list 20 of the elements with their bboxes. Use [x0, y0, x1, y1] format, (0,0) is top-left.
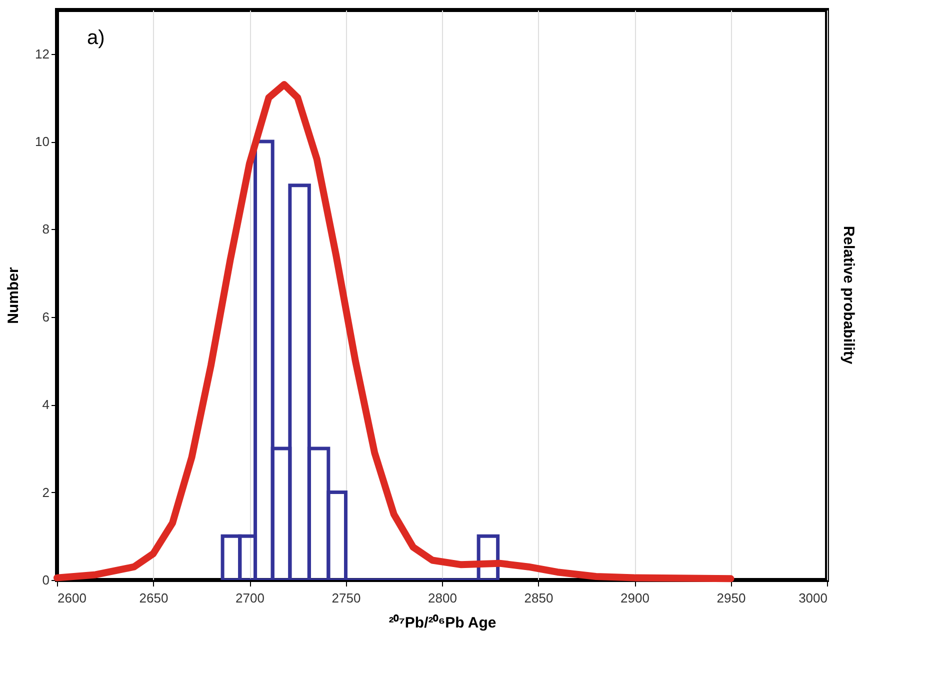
x-tick-label: 2800: [428, 590, 457, 606]
x-tick-label: 3000: [798, 590, 828, 606]
y-tick-label: 8: [42, 222, 50, 237]
y-tick-label: 10: [35, 134, 50, 150]
y-tick-label: 2: [42, 484, 50, 500]
x-axis-title: ²⁰⁷Pb/²⁰⁶Pb Age: [388, 614, 496, 632]
x-tick-label: 2950: [716, 590, 746, 606]
x-tick-label: 2650: [139, 590, 168, 606]
x-tick-label: 2750: [332, 590, 361, 606]
x-tick-label: 2850: [524, 590, 554, 606]
y-tick-label: 4: [42, 397, 50, 412]
y2-axis-title: Relative probability: [840, 226, 857, 365]
y-tick-label: 6: [42, 309, 50, 324]
x-tick-label: 2600: [58, 590, 86, 606]
y-axis-title: Number: [5, 267, 22, 324]
x-tick-label: 2700: [236, 590, 264, 606]
x-tick-label: 2900: [620, 590, 650, 606]
y-tick-label: 12: [35, 46, 50, 62]
annotation: a): [87, 27, 105, 49]
y-tick-label: 0: [42, 572, 50, 588]
